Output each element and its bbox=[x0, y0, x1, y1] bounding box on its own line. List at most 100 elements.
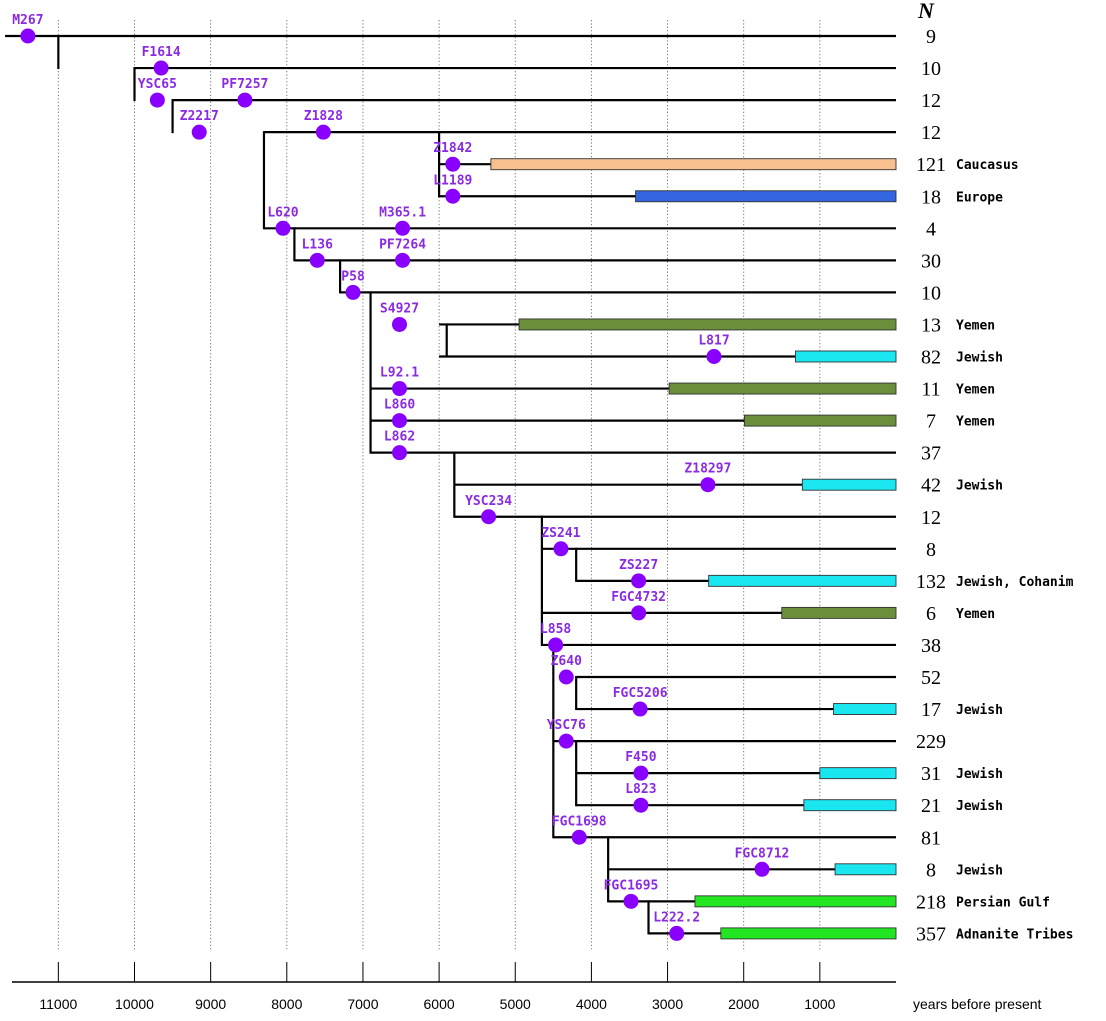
node-dot bbox=[445, 156, 461, 172]
lineage-bar bbox=[834, 863, 897, 876]
node-label: L823 bbox=[625, 782, 656, 797]
region-label: Jewish bbox=[956, 767, 1003, 782]
node-dot bbox=[558, 669, 574, 685]
sample-count: 38 bbox=[921, 635, 941, 657]
region-label: Europe bbox=[956, 190, 1003, 205]
region-label: Yemen bbox=[956, 318, 995, 333]
node-label: PF7257 bbox=[221, 77, 268, 92]
node-dot bbox=[631, 573, 647, 589]
region-label: Jewish bbox=[956, 863, 1003, 878]
sample-count: 12 bbox=[921, 507, 941, 529]
node-label: FGC4732 bbox=[611, 590, 666, 605]
sample-count: 11 bbox=[921, 379, 940, 401]
axis-tick-label: 8000 bbox=[271, 996, 302, 1012]
node-label: Z1842 bbox=[433, 141, 472, 156]
node-label: L620 bbox=[267, 205, 298, 220]
region-label: Jewish bbox=[956, 351, 1003, 366]
node-label: L862 bbox=[384, 430, 415, 445]
region-label: Yemen bbox=[956, 415, 995, 430]
sample-count: 31 bbox=[921, 763, 941, 785]
node-label: L817 bbox=[698, 334, 729, 349]
node-label: ZS241 bbox=[541, 526, 580, 541]
axis-title: years before present bbox=[913, 996, 1042, 1012]
lineage-bar bbox=[490, 158, 897, 171]
node-label: Z2217 bbox=[180, 109, 219, 124]
node-labels: M267 F1614 YSC65 PF7257 Z2217 Z1828 Z1842 L1189… bbox=[12, 13, 789, 925]
lineage-bar bbox=[803, 799, 897, 812]
axis-tick-label: 2000 bbox=[728, 996, 759, 1012]
node-dot bbox=[633, 797, 649, 813]
lineage-bar bbox=[518, 318, 897, 331]
node-label: S4927 bbox=[380, 301, 419, 316]
node-dot bbox=[445, 188, 461, 204]
sample-count: 8 bbox=[926, 539, 936, 561]
lineage-bar bbox=[635, 190, 897, 203]
sample-count: 357 bbox=[916, 923, 946, 945]
lineage-bar bbox=[819, 767, 897, 780]
sample-count: 6 bbox=[926, 603, 936, 625]
node-dot bbox=[548, 637, 564, 653]
sample-count: 81 bbox=[921, 827, 941, 849]
region-label: Jewish bbox=[956, 703, 1003, 718]
node-dot bbox=[153, 60, 169, 76]
sample-count: 8 bbox=[926, 859, 936, 881]
lineage-bar bbox=[801, 478, 897, 491]
lineage-bar bbox=[744, 414, 897, 427]
node-dot bbox=[315, 124, 331, 140]
node-dot bbox=[392, 316, 408, 332]
sample-count: 10 bbox=[921, 58, 941, 80]
sample-count: 82 bbox=[921, 347, 941, 369]
lineage-bars bbox=[490, 158, 897, 940]
region-label: Yemen bbox=[956, 383, 995, 398]
node-dot bbox=[149, 92, 165, 108]
lineage-bar bbox=[795, 350, 897, 363]
node-dot bbox=[275, 220, 291, 236]
sample-count: 9 bbox=[926, 26, 936, 48]
sample-count: 52 bbox=[921, 667, 941, 689]
node-dot bbox=[754, 861, 770, 877]
node-dot bbox=[706, 349, 722, 364]
node-label: ZS227 bbox=[619, 558, 658, 573]
sample-count: 12 bbox=[921, 90, 941, 112]
lineage-bar bbox=[694, 895, 897, 908]
node-dot bbox=[623, 893, 639, 909]
axis-tick-label: 7000 bbox=[347, 996, 378, 1012]
node-dot bbox=[191, 124, 207, 140]
node-dot bbox=[345, 284, 361, 300]
lineage-bar bbox=[708, 574, 897, 587]
axis-tick-label: 10000 bbox=[115, 996, 154, 1012]
region-label: Adnanite Tribes bbox=[956, 927, 1073, 942]
node-dot bbox=[237, 92, 253, 108]
node-dot bbox=[631, 605, 647, 621]
node-label: YSC76 bbox=[547, 718, 586, 733]
region-label: Yemen bbox=[956, 607, 995, 622]
node-dot bbox=[392, 381, 408, 397]
axis-tick-label: 1000 bbox=[804, 996, 835, 1012]
node-label: M365.1 bbox=[379, 205, 426, 220]
axis-tick-label: 3000 bbox=[652, 996, 683, 1012]
node-label: YSC65 bbox=[138, 77, 177, 92]
region-label: Caucasus bbox=[956, 158, 1019, 173]
tree-nodes bbox=[20, 28, 770, 941]
sample-count: 18 bbox=[921, 186, 941, 208]
node-label: PF7264 bbox=[379, 237, 426, 252]
node-label: L222.2 bbox=[653, 910, 700, 925]
sample-count: 42 bbox=[921, 475, 941, 497]
sample-count: 4 bbox=[926, 218, 936, 240]
axis-tick-label: 6000 bbox=[424, 996, 455, 1012]
node-dot bbox=[309, 252, 325, 268]
sample-count: 17 bbox=[921, 699, 941, 721]
sample-count: 37 bbox=[921, 443, 941, 465]
node-label: F1614 bbox=[142, 45, 181, 60]
sample-count: 229 bbox=[916, 731, 946, 753]
node-label: FGC8712 bbox=[735, 846, 790, 861]
sample-count: 21 bbox=[921, 795, 941, 817]
node-label: Z1828 bbox=[304, 109, 343, 124]
axis-tick-label: 5000 bbox=[500, 996, 531, 1012]
node-dot bbox=[669, 925, 685, 941]
node-label: L860 bbox=[384, 398, 415, 413]
node-dot bbox=[395, 252, 411, 268]
node-label: L92.1 bbox=[380, 366, 419, 381]
